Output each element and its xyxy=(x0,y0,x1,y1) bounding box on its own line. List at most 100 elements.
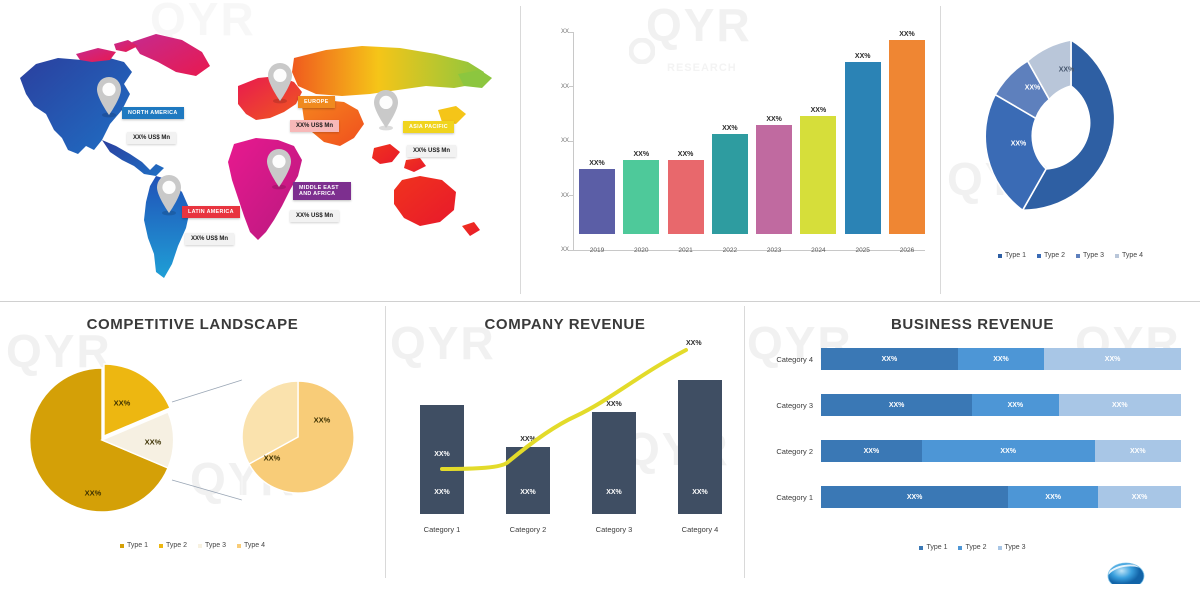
bar-value-label: XX% xyxy=(677,150,694,158)
divider-rows xyxy=(0,301,1200,302)
legend-item[interactable]: Type 2 xyxy=(1036,252,1065,259)
competitive-landscape-panel: QYR QYR COMPETITIVE LANDSCAPE xyxy=(0,302,385,580)
revenue-x-label: Category 3 xyxy=(595,525,633,534)
business-revenue-legend: Type 1 Type 2 Type 3 xyxy=(745,544,1200,551)
revenue-bar-rect[interactable]: XX% xyxy=(506,447,550,514)
legend-label: Type 2 xyxy=(1043,252,1065,259)
business-revenue-segment[interactable]: XX% xyxy=(1094,440,1181,462)
legend-swatch-icon xyxy=(237,543,242,548)
legend-item[interactable]: Type 3 xyxy=(198,542,226,549)
business-revenue-segment[interactable]: XX% xyxy=(921,440,1095,462)
legend-item[interactable]: Type 1 xyxy=(997,252,1026,259)
legend-item[interactable]: Type 1 xyxy=(919,544,947,551)
map-pin-latin-america[interactable] xyxy=(154,174,184,216)
pie-of-pie-svg xyxy=(28,363,355,513)
globe-logo-icon xyxy=(1096,546,1156,590)
business-revenue-row: Category 4 XX% XX% XX% xyxy=(755,346,1190,372)
legend-swatch-icon xyxy=(997,545,1002,550)
bar-chart-axis-line-x xyxy=(573,250,925,251)
map-pin-europe[interactable] xyxy=(265,62,295,104)
bar-x-label: 2021 xyxy=(678,247,693,254)
bar-x-label: 2026 xyxy=(899,247,915,254)
legend-item[interactable]: Type 2 xyxy=(958,544,987,551)
pie-label-1: XX% xyxy=(113,398,131,408)
legend-item[interactable]: Type 4 xyxy=(1115,252,1143,259)
legend-item[interactable]: Type 4 xyxy=(237,542,265,549)
company-revenue-panel: QYR QYR COMPANY REVENUE XX% XX% XX% XX% XX% X… xyxy=(386,302,744,580)
business-revenue-track: XX% XX% XX% xyxy=(821,348,1181,370)
bar-column: XX% xyxy=(888,16,925,234)
business-revenue-title: BUSINESS REVENUE xyxy=(891,316,1054,333)
donut-chart-svg xyxy=(983,38,1115,212)
map-pin-asia-pacific[interactable] xyxy=(371,89,401,131)
bar-column: XX% xyxy=(623,16,660,234)
business-revenue-segment[interactable]: XX% xyxy=(821,486,1009,508)
bar-rect[interactable] xyxy=(623,159,660,234)
y-tick: XX xyxy=(560,247,569,253)
bar-rect[interactable] xyxy=(711,133,748,234)
bar-column: XX% xyxy=(579,16,615,234)
business-revenue-category-label: Category 4 xyxy=(776,354,813,364)
bar-x-label: 2019 xyxy=(589,247,605,254)
map-pin-middle-east-africa[interactable] xyxy=(264,148,294,190)
bar-value-label: XX% xyxy=(810,107,827,115)
business-revenue-segment[interactable]: XX% xyxy=(957,348,1045,370)
bar-rect[interactable] xyxy=(579,168,615,234)
revenue-bar-column: XX% XX% xyxy=(506,338,550,514)
business-revenue-segment[interactable]: XX% xyxy=(821,394,973,416)
revenue-bar-rect[interactable]: XX% xyxy=(592,411,636,514)
legend-item[interactable]: Type 2 xyxy=(158,542,187,549)
bar-rect[interactable] xyxy=(888,39,925,234)
divider-comp-rev xyxy=(385,306,386,578)
donut-label-type-1: XX% xyxy=(1108,146,1125,154)
business-revenue-segment[interactable]: XX% xyxy=(1044,348,1181,370)
business-revenue-segment[interactable]: XX% xyxy=(1008,486,1099,508)
legend-swatch-icon xyxy=(958,545,963,550)
bar-rect[interactable] xyxy=(756,125,793,234)
bar-rect[interactable] xyxy=(844,61,881,234)
bar-rect[interactable] xyxy=(667,159,704,234)
map-tag-europe: EUROPE xyxy=(298,96,335,109)
business-revenue-segment[interactable]: XX% xyxy=(1058,394,1181,416)
revenue-bottom-label: XX% xyxy=(434,489,450,496)
bar-value-label: XX% xyxy=(899,30,915,38)
bar-column: XX% xyxy=(800,16,837,234)
company-revenue-bars: XX% XX% XX% XX% XX% XX% XX% xyxy=(420,338,722,514)
legend-label: Type 2 xyxy=(165,542,187,549)
bar-x-label: 2023 xyxy=(766,247,782,254)
business-revenue-segment[interactable]: XX% xyxy=(972,394,1059,416)
revenue-bar-rect[interactable]: XX% XX% xyxy=(420,404,464,514)
legend-item[interactable]: Type 3 xyxy=(997,544,1026,551)
revenue-bar-rect[interactable]: XX% xyxy=(678,380,722,514)
business-revenue-segment[interactable]: XX% xyxy=(1098,486,1181,508)
legend-label: Type 1 xyxy=(926,544,948,551)
legend-swatch-icon xyxy=(1076,253,1080,258)
bar-rect[interactable] xyxy=(800,116,837,234)
legend-swatch-icon xyxy=(119,543,124,548)
divider-rev-biz xyxy=(744,306,745,578)
map-value-north-america: XX% US$ Mn xyxy=(127,132,177,144)
top-row: QYR xyxy=(20,0,1144,294)
pie-label-2: XX% xyxy=(84,488,102,498)
bar-column: XX% xyxy=(711,16,748,234)
legend-label: Type 3 xyxy=(205,542,227,549)
revenue-x-label: Category 2 xyxy=(509,525,547,534)
bar-value-label: XX% xyxy=(854,52,871,60)
map-tag-latin-america: LATIN AMERICA xyxy=(182,206,240,219)
world-map-svg xyxy=(20,34,492,278)
legend-label: Type 1 xyxy=(126,542,148,549)
legend-item[interactable]: Type 1 xyxy=(119,542,148,549)
map-pin-north-america[interactable] xyxy=(94,76,124,118)
legend-item[interactable]: Type 3 xyxy=(1076,252,1104,259)
bar-chart-x-axis: 2019 2020 2021 2022 2023 2024 2025 2026 xyxy=(579,247,925,254)
bar-column: XX% xyxy=(667,16,704,234)
watermark-mark-icon xyxy=(629,38,655,64)
business-revenue-segment[interactable]: XX% xyxy=(821,440,922,462)
legend-swatch-icon xyxy=(1036,253,1041,258)
business-revenue-segment[interactable]: XX% xyxy=(821,348,958,370)
map-value-europe: XX% US$ Mn xyxy=(290,120,340,132)
map-value-asia-pacific: XX% US$ Mn xyxy=(407,145,457,157)
pie-secondary-label-1: XX% xyxy=(313,415,331,425)
bar-x-label: 2022 xyxy=(722,247,738,254)
